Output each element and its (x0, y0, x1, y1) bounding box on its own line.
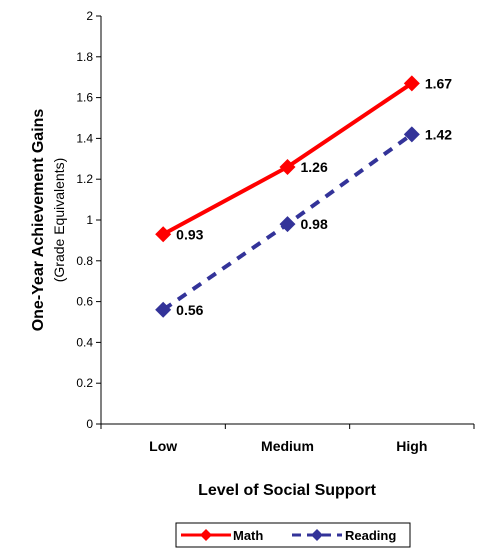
x-ticks: Low Medium High (100, 424, 475, 454)
y-tick-label: 1.2 (76, 172, 93, 186)
data-label-math: 0.93 (176, 226, 203, 242)
data-point-math (279, 158, 296, 175)
data-label-math: 1.26 (301, 159, 328, 175)
y-tick-label: 0 (86, 417, 93, 431)
y-tick-label: 1.8 (76, 50, 93, 64)
y-tick-label: 0.8 (76, 254, 93, 268)
data-label-reading: 0.56 (176, 302, 203, 318)
y-tick-label: 0.4 (76, 335, 93, 349)
legend-math-marker (200, 529, 212, 541)
y-tick-label: 0.2 (76, 376, 93, 390)
data-label-reading: 1.42 (425, 126, 452, 142)
y-tick-label: 1.4 (76, 131, 93, 145)
y-axis-sublabel: (Grade Equivalents) (51, 158, 67, 283)
y-tick-label: 1 (86, 213, 93, 227)
data-label-reading: 0.98 (301, 216, 328, 232)
legend-reading-label: Reading (345, 528, 396, 543)
data-point-reading (403, 126, 420, 143)
series-layer: 0.93 1.26 1.67 0.56 0.98 1.42 (155, 75, 452, 318)
legend-math-label: Math (233, 528, 263, 543)
y-tick-label: 1.6 (76, 91, 93, 105)
x-tick-label: Low (149, 438, 177, 454)
x-tick-label: Medium (261, 438, 314, 454)
data-point-math (155, 226, 172, 243)
data-point-math (403, 75, 420, 92)
data-point-reading (155, 301, 172, 318)
x-axis-label: Level of Social Support (198, 482, 376, 499)
data-point-reading (279, 216, 296, 233)
data-label-math: 1.67 (425, 75, 452, 91)
legend: Math Reading (175, 522, 411, 548)
y-axis-label: One-Year Achievement Gains (30, 109, 47, 332)
x-tick-label: High (396, 438, 427, 454)
y-tick-label: 2 (86, 9, 93, 23)
legend-reading-marker (311, 529, 323, 541)
y-ticks: 0 0.2 0.4 0.6 0.8 1 1.2 1.4 1.6 1.8 2 (76, 9, 101, 431)
y-tick-label: 0.6 (76, 295, 93, 309)
